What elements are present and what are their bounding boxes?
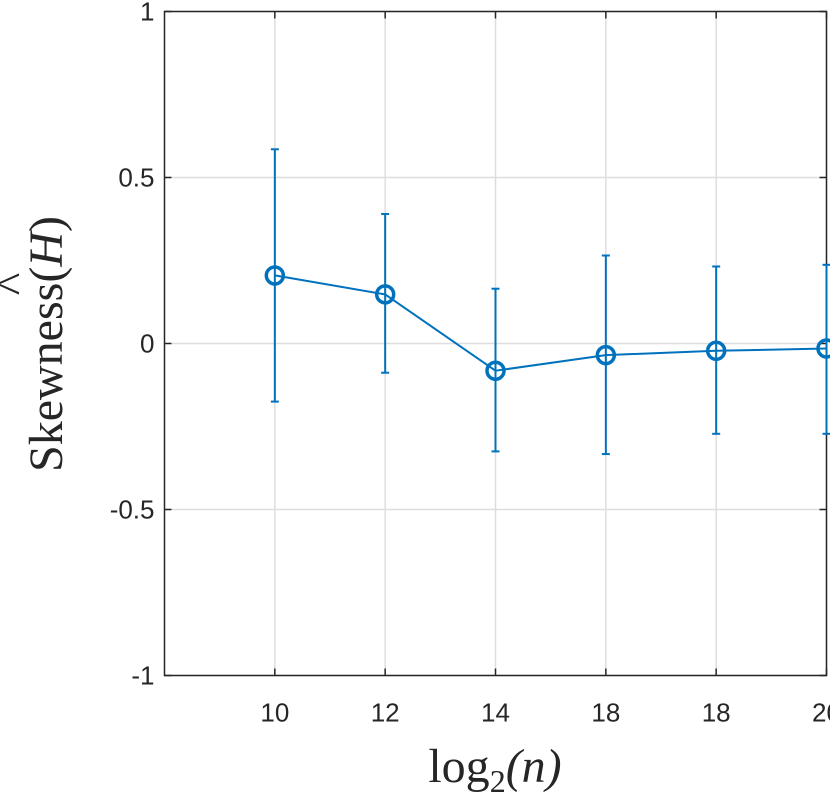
y-tick-label: 0.5 — [118, 163, 154, 193]
x-tick-label: 18 — [702, 698, 731, 728]
y-tick-label: 1 — [140, 0, 154, 27]
data-point — [374, 284, 396, 305]
svg-text:log2(n): log2(n) — [428, 740, 561, 799]
y-axis-title: Skewness(H) ^ — [0, 216, 73, 472]
x-tick-label: 14 — [481, 698, 510, 728]
x-tick-label: 18 — [591, 698, 620, 728]
y-axis: -1 -0.5 0 0.5 1 — [110, 0, 827, 691]
data-point — [816, 338, 830, 359]
y-tick-label: -1 — [131, 661, 154, 691]
y-axis-symbol: H — [20, 230, 73, 268]
svg-text:Skewness(H): Skewness(H) — [20, 216, 73, 472]
x-tick-label: 20 — [812, 698, 830, 728]
x-tick-label: 12 — [371, 698, 400, 728]
data-point — [485, 360, 506, 381]
x-axis-arg: (n) — [506, 740, 562, 793]
x-axis-label: log — [428, 740, 489, 793]
x-tick-label: 10 — [260, 698, 289, 728]
series-line — [274, 274, 827, 372]
x-axis: 10 12 14 18 18 20 — [260, 11, 830, 728]
y-axis-hat: ^ — [0, 273, 39, 296]
x-axis-title: log2(n) — [428, 740, 561, 799]
y-tick-label: -0.5 — [110, 495, 155, 525]
y-tick-label: 0 — [140, 329, 154, 359]
data-point — [595, 344, 617, 366]
data-point — [705, 340, 727, 362]
y-axis-label: Skewness — [20, 283, 73, 472]
data-series — [264, 148, 830, 456]
data-point — [264, 265, 286, 286]
x-axis-subscript: 2 — [490, 763, 506, 799]
